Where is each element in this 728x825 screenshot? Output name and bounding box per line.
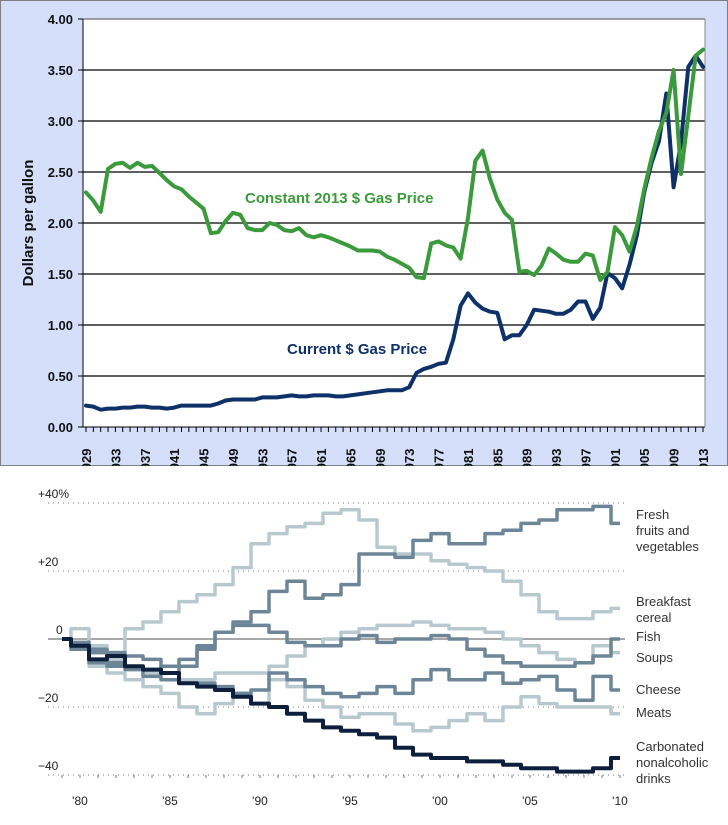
current-price-line — [84, 53, 705, 412]
x-tick-label: 1933 — [108, 449, 123, 466]
x-tick-label: 1993 — [549, 449, 564, 466]
x-tick-label: 1941 — [167, 449, 182, 466]
y-tick-label: −20 — [38, 691, 59, 705]
series-lines — [84, 47, 705, 412]
food-price-change-chart: +40% +20 0 −20 −40 '80 '85 '90 '95 '00 '05 '10 Fre… — [38, 487, 709, 808]
drinks-label: Carbonated — [636, 739, 704, 754]
soups-line — [62, 620, 620, 682]
meats-line — [62, 637, 620, 733]
x-tick-label: '85 — [162, 794, 178, 808]
x-tick-label: '90 — [252, 794, 268, 808]
x-tick-label: 1989 — [520, 449, 535, 466]
x-tick-label: 1929 — [79, 449, 94, 466]
x-tick-label: 1985 — [490, 449, 505, 466]
y-tick-label: 3.00 — [48, 114, 73, 129]
y-tick-label: +40% — [38, 487, 69, 501]
cereal-label: Breakfast — [636, 594, 691, 609]
x-tick-label: 1953 — [255, 449, 270, 466]
y-tick-label: 0.50 — [48, 369, 73, 384]
x-tick-label: 1981 — [461, 449, 476, 466]
gas-price-chart: 0.00 0.50 1.00 1.50 2.00 2.50 3.00 3.50 4.00 192… — [20, 12, 711, 466]
fish-label: Fish — [636, 629, 661, 644]
x-tick-label: 1957 — [285, 449, 300, 466]
breakfast-cereal-line — [62, 508, 620, 655]
x-tick-label: 2001 — [608, 449, 623, 466]
drinks-label: drinks — [636, 771, 671, 786]
x-tick-label: 1945 — [197, 449, 212, 466]
x-tick-label: 1997 — [578, 449, 593, 466]
gridlines — [82, 18, 706, 428]
y-tick-label: 3.50 — [48, 63, 73, 78]
x-tick-label: '80 — [72, 794, 88, 808]
y-axis-ticks: +40% +20 0 −20 −40 — [38, 487, 69, 773]
fresh-label: vegetables — [636, 539, 699, 554]
x-tick-label: 1977 — [432, 449, 447, 466]
fresh-label: Fresh — [636, 507, 669, 522]
cheese-line — [62, 637, 620, 702]
y-tick-label: 2.00 — [48, 216, 73, 231]
carbonated-nonalcoholic-drinks-line — [62, 637, 620, 774]
soups-label: Soups — [636, 650, 673, 665]
y-tick-label: 2.50 — [48, 165, 73, 180]
x-tick-label: '10 — [612, 794, 628, 808]
y-tick-label: −40 — [38, 759, 59, 773]
x-tick-label: '95 — [342, 794, 358, 808]
y-tick-label: 4.00 — [48, 12, 73, 27]
x-tick-label: 2009 — [667, 449, 682, 466]
y-tick-label: 1.50 — [48, 267, 73, 282]
series-lines — [62, 504, 620, 774]
y-tick-label: 0.00 — [48, 420, 73, 435]
x-tick-label: 1973 — [402, 449, 417, 466]
x-tick-label: 2013 — [696, 449, 711, 466]
cheese-label: Cheese — [636, 682, 681, 697]
current-price-label: Current $ Gas Price — [287, 341, 427, 358]
x-tick-label: 2005 — [637, 449, 652, 466]
x-tick-label: 1961 — [314, 449, 329, 466]
y-tick-label: +20 — [38, 555, 59, 569]
x-tick-label: 1969 — [373, 449, 388, 466]
meats-label: Meats — [636, 705, 672, 720]
y-tick-label: 0 — [56, 623, 63, 637]
drinks-label: nonalcoholic — [636, 755, 709, 770]
x-tick-label: '05 — [522, 794, 538, 808]
x-tick-label: '00 — [432, 794, 448, 808]
fish-line — [62, 623, 620, 675]
x-tick-label: 1949 — [226, 449, 241, 466]
constant-price-line — [84, 47, 705, 283]
constant-price-label: Constant 2013 $ Gas Price — [245, 190, 433, 207]
cereal-label: cereal — [636, 610, 672, 625]
x-tick-label: 1965 — [343, 449, 358, 466]
x-axis-ticks: '80 '85 '90 '95 '00 '05 '10 — [61, 775, 628, 808]
y-tick-label: 1.00 — [48, 318, 73, 333]
x-axis-ticks: 1929 1933 1937 1941 1945 1949 1953 1957 1961 1965… — [79, 427, 711, 466]
x-tick-label: 1937 — [138, 449, 153, 466]
y-axis-ticks: 0.00 0.50 1.00 1.50 2.00 2.50 3.00 3.50 4.00 — [48, 12, 83, 435]
fresh-label: fruits and — [636, 523, 689, 538]
y-axis-label: Dollars per gallon — [20, 160, 37, 287]
